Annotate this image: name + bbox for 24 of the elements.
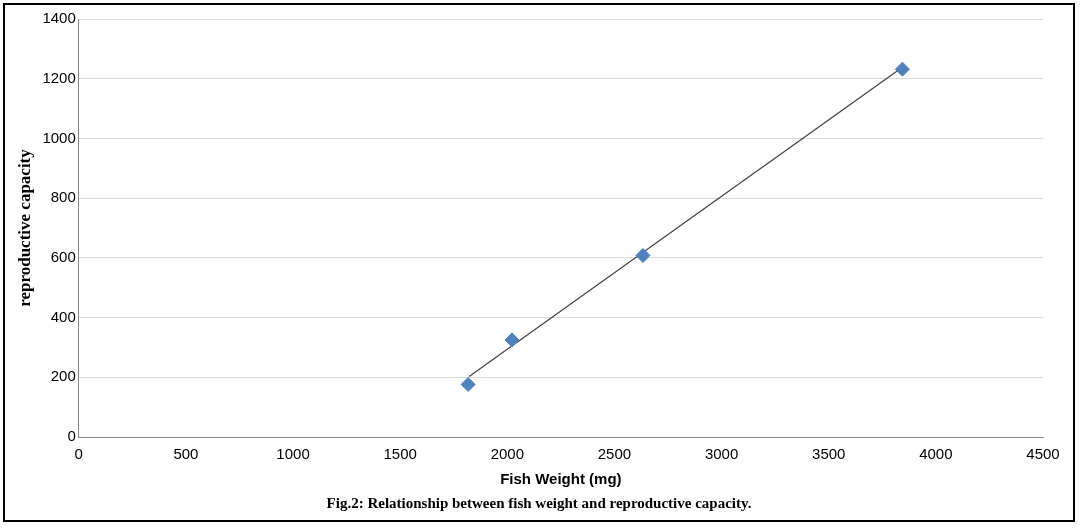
x-tick-label: 500 (173, 445, 199, 463)
y-tick-label: 600 (50, 248, 76, 265)
y-axis-title: reproductive capacity (14, 148, 34, 307)
x-axis-title: Fish Weight (mg) (500, 470, 622, 488)
y-tick-label: 200 (50, 367, 76, 385)
point (894, 61, 910, 77)
y-tick-label: 1000 (42, 128, 76, 146)
point (460, 376, 476, 392)
caption: Fig.2: Relationship between fish weight and reproductive capacity. (325, 495, 753, 512)
point (635, 247, 651, 263)
x-tick-label: 1500 (383, 445, 417, 463)
y-tick-label: 800 (50, 188, 76, 206)
point (504, 332, 520, 348)
x-tick-label: 2000 (490, 445, 524, 463)
x-tick-label: 2500 (597, 445, 632, 463)
y-tick-label: 1400 (42, 9, 76, 27)
x-tick-label: 4500 (1026, 445, 1060, 463)
y-tick-label: 400 (50, 307, 76, 325)
y-tick-label: 0 (67, 427, 76, 445)
x-tick-label: 4000 (919, 445, 953, 463)
x-tick-label: 1000 (276, 445, 310, 463)
y-tick-label: 1200 (42, 68, 76, 86)
x-tick-label: 3500 (812, 445, 846, 463)
x-tick-label: 3000 (704, 445, 739, 463)
